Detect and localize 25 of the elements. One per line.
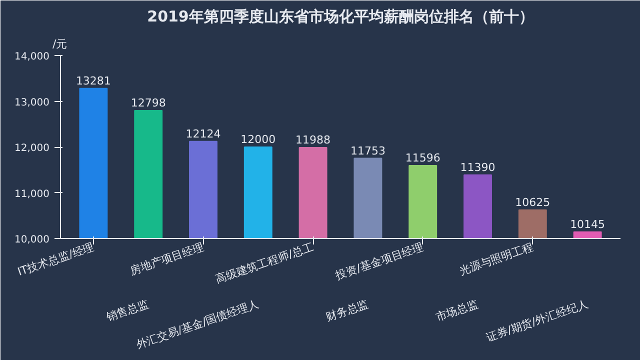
data-label: 12798 — [130, 96, 166, 110]
x-tick-label: 财务总监 — [324, 297, 370, 324]
chart-title: 2019年第四季度山东省市场化平均薪酬岗位排名（前十） — [147, 8, 534, 26]
data-label: 10625 — [515, 196, 550, 209]
x-tick-label: 投资/基金项目经理 — [333, 240, 425, 283]
data-label: 13281 — [76, 74, 111, 88]
data-label: 12124 — [186, 127, 221, 140]
y-tick-label: 12,000 — [14, 143, 50, 154]
x-tick-label: 高级建筑工程师/总工 — [214, 240, 316, 286]
data-label: 10145 — [570, 218, 606, 231]
data-label: 12000 — [240, 133, 276, 146]
data-label: 11988 — [296, 134, 331, 147]
y-axis-title: /元 — [52, 38, 68, 50]
data-label: 11390 — [460, 160, 496, 174]
data-label: 11596 — [405, 151, 440, 164]
x-tick-label: 销售总监 — [104, 297, 150, 324]
y-tick-label: 14,000 — [14, 52, 50, 62]
y-tick-label: 11,000 — [14, 188, 50, 200]
x-tick-label: 证券/期货/外汇经纪人 — [484, 297, 590, 344]
x-tick-label: 光源与照明工程 — [458, 240, 535, 278]
x-tick-label: 房地产项目经理 — [128, 240, 206, 278]
y-tick-label: 13,000 — [14, 97, 50, 108]
y-tick-label: 10,000 — [14, 234, 50, 246]
x-tick-label: 市场总监 — [434, 297, 480, 324]
data-label: 11753 — [350, 144, 386, 158]
